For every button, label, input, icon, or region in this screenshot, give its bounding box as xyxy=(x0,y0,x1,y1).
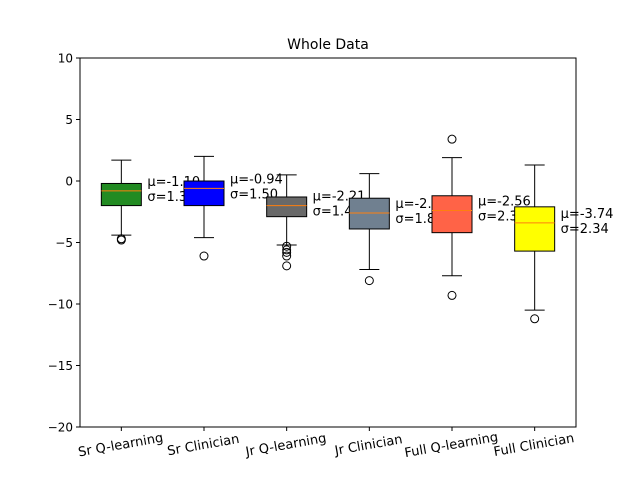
outlier-point xyxy=(530,314,540,324)
box-group: μ=-2.56σ=2.30 xyxy=(431,134,531,300)
box-group: μ=-2.21σ=1.41 xyxy=(266,174,365,271)
x-tick-label: Full Clinician xyxy=(493,431,576,460)
annotation-std: σ=1.41 xyxy=(313,205,361,220)
annotation-mean: μ=-2.56 xyxy=(478,195,531,210)
outlier-point xyxy=(282,251,292,261)
outlier-point xyxy=(447,134,457,144)
box-group: μ=-1.10σ=1.37 xyxy=(100,159,200,245)
outlier-point xyxy=(282,247,292,257)
y-tick-label: −15 xyxy=(48,359,73,373)
x-axis: Sr Q-learning Sr Clinician Jr Q-learning Jr… xyxy=(77,427,575,461)
outlier-point xyxy=(116,235,126,245)
y-tick-label: −10 xyxy=(48,298,73,312)
box-group: μ=-0.94σ=1.50 xyxy=(183,155,283,261)
box xyxy=(100,182,142,207)
y-tick-label: 10 xyxy=(58,52,73,66)
x-tick-label: Sr Q-learning xyxy=(77,431,164,461)
annotation-std: σ=2.34 xyxy=(561,222,609,237)
y-axis: 10 5 0 −5 −10 −15 −20 xyxy=(48,52,80,435)
box xyxy=(183,180,225,207)
chart-title: Whole Data xyxy=(287,37,369,53)
plot-frame xyxy=(79,57,577,428)
x-tick-label: Full Q-learning xyxy=(403,430,499,461)
y-tick-label: 0 xyxy=(65,175,73,189)
x-tick-label: Jr Q-learning xyxy=(244,431,328,460)
box-group: μ=-3.74σ=2.34 xyxy=(514,164,614,324)
y-tick-label: −5 xyxy=(55,236,73,250)
outlier-point xyxy=(199,251,209,261)
annotation-std: σ=1.37 xyxy=(147,190,195,205)
x-tick-label: Sr Clinician xyxy=(166,432,240,459)
plot-area: μ=-1.10σ=1.37μ=-0.94σ=1.50 μ=-2.21σ=1.41μ… xyxy=(100,134,614,324)
outlier-point xyxy=(282,241,292,251)
x-tick-label: Jr Clinician xyxy=(333,432,404,459)
box xyxy=(514,206,556,252)
y-tick-label: −20 xyxy=(48,421,73,435)
outlier-point xyxy=(282,261,292,271)
box xyxy=(266,196,308,218)
box xyxy=(348,197,390,230)
box xyxy=(431,195,473,234)
y-tick-label: 5 xyxy=(65,113,73,127)
outlier-point xyxy=(282,245,292,255)
annotation-std: σ=1.81 xyxy=(395,212,443,227)
annotation-mean: μ=-0.94 xyxy=(230,172,283,187)
outlier-point xyxy=(447,290,457,300)
annotation-mean: μ=-3.74 xyxy=(561,207,614,222)
annotation-std: σ=2.30 xyxy=(478,210,526,225)
annotation-std: σ=1.50 xyxy=(230,187,278,202)
outlier-point xyxy=(364,276,374,286)
